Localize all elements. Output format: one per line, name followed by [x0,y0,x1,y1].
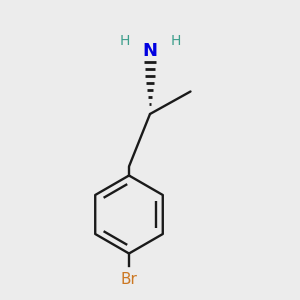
Text: H: H [170,34,181,48]
Text: Br: Br [121,272,137,287]
Text: H: H [119,34,130,48]
Text: N: N [142,42,158,60]
